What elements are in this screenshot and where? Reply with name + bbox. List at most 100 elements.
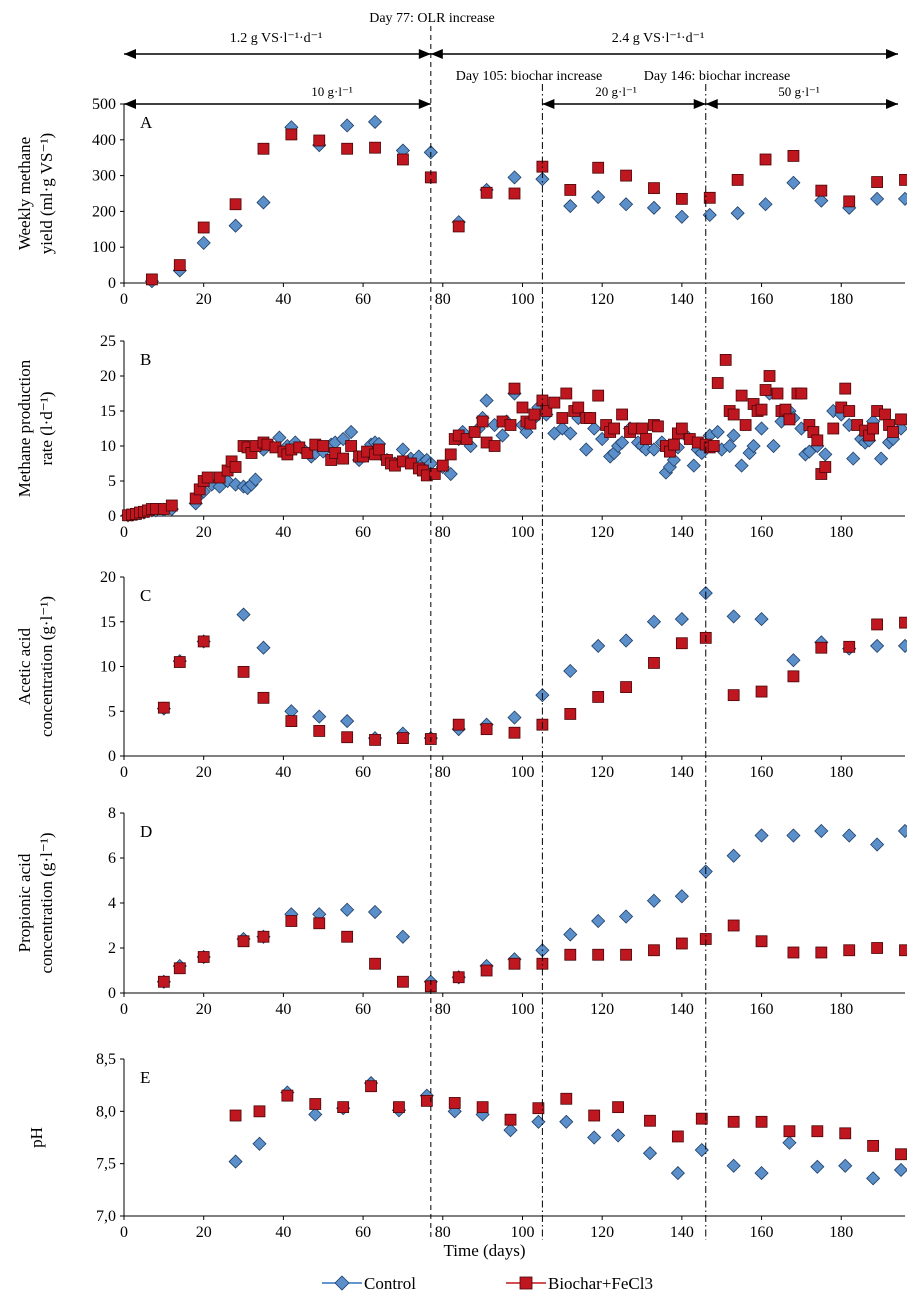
- data-point-biochar: [787, 150, 800, 162]
- data-point-biochar: [871, 942, 884, 954]
- data-point-biochar: [452, 718, 465, 731]
- x-tick-label: 0: [120, 524, 128, 541]
- data-point-control: [746, 438, 761, 454]
- data-point-biochar: [811, 1125, 824, 1138]
- y-tick-label: 8,5: [96, 1051, 116, 1068]
- data-point-biochar: [508, 957, 521, 970]
- x-tick-label: 0: [120, 291, 128, 308]
- data-point-biochar: [843, 405, 856, 417]
- data-point-control: [726, 848, 741, 863]
- series-control: [228, 1076, 907, 1186]
- panel-letter: C: [140, 586, 151, 605]
- data-point-biochar: [588, 1109, 601, 1122]
- x-tick-label: 0: [120, 1224, 128, 1241]
- data-point-control: [619, 197, 634, 212]
- data-point-control: [814, 823, 829, 839]
- data-point-biochar: [436, 459, 449, 472]
- data-point-control: [611, 1128, 626, 1143]
- x-tick-label: 80: [435, 1001, 451, 1018]
- data-point-biochar: [871, 176, 884, 188]
- data-point-biochar: [301, 447, 314, 459]
- data-point-biochar: [879, 408, 891, 421]
- data-point-biochar: [592, 691, 605, 703]
- data-point-control: [766, 438, 781, 454]
- data-point-biochar: [727, 919, 740, 932]
- data-point-biochar: [612, 1101, 625, 1114]
- x-tick-label: 40: [275, 1224, 291, 1241]
- data-point-biochar: [173, 962, 186, 975]
- data-point-control: [870, 191, 885, 206]
- x-tick-label: 140: [670, 291, 694, 308]
- series-biochar: [122, 353, 907, 522]
- data-point-biochar: [397, 153, 409, 166]
- data-point-biochar: [795, 387, 808, 400]
- x-tick-label: 40: [275, 524, 291, 541]
- data-point-biochar: [671, 1130, 684, 1143]
- x-tick-label: 100: [510, 1001, 534, 1018]
- data-point-biochar: [815, 641, 828, 654]
- data-point-biochar: [452, 971, 465, 984]
- data-point-biochar: [564, 708, 577, 720]
- data-point-biochar: [257, 691, 270, 704]
- y-axis-label: rate (l·d⁻¹): [37, 391, 56, 465]
- data-point-control: [563, 927, 578, 942]
- y-tick-label: 2: [108, 940, 116, 957]
- x-tick-label: 160: [750, 1224, 774, 1241]
- x-tick-label: 160: [750, 764, 774, 781]
- annotation-day77: Day 77: OLR increase: [369, 11, 495, 26]
- data-point-biochar: [620, 169, 632, 182]
- y-tick-label: 15: [100, 614, 116, 631]
- data-point-control: [726, 609, 741, 624]
- data-point-biochar: [695, 1112, 708, 1125]
- data-point-biochar: [779, 403, 792, 416]
- data-point-biochar: [309, 1098, 322, 1110]
- arrow-bc2: [542, 99, 706, 109]
- series-biochar: [145, 128, 907, 286]
- data-point-biochar: [735, 389, 748, 402]
- data-point-control: [694, 1142, 709, 1158]
- panel-letter: E: [140, 1068, 150, 1087]
- data-point-biochar: [157, 701, 170, 714]
- data-point-biochar: [285, 915, 298, 927]
- x-tick-label: 20: [196, 1224, 212, 1241]
- data-point-biochar: [229, 461, 242, 473]
- data-point-control: [503, 1123, 518, 1138]
- x-tick-label: 140: [670, 1001, 694, 1018]
- data-point-control: [308, 1107, 323, 1122]
- arrow-bc3-head-right: [886, 99, 898, 109]
- data-point-biochar: [508, 726, 521, 739]
- data-point-biochar: [707, 440, 720, 452]
- x-tick-label: 120: [590, 524, 614, 541]
- data-point-biochar: [648, 657, 660, 669]
- x-tick-label: 160: [750, 1001, 774, 1018]
- y-tick-label: 7,5: [96, 1156, 116, 1173]
- data-point-control: [734, 458, 749, 473]
- y-axis-label: pH: [27, 1127, 46, 1148]
- data-point-biochar: [317, 440, 330, 452]
- data-point-control: [587, 1130, 602, 1145]
- data-point-biochar: [616, 408, 628, 421]
- x-tick-label: 100: [510, 1224, 534, 1241]
- legend-label-control: Control: [364, 1274, 416, 1293]
- y-tick-label: 500: [92, 96, 116, 113]
- data-point-control: [340, 902, 355, 917]
- data-point-biochar: [173, 259, 186, 272]
- series-control: [156, 823, 907, 989]
- series-biochar: [229, 1080, 907, 1161]
- data-point-biochar: [759, 153, 772, 166]
- y-axis-label: concentration (g·l⁻¹): [37, 596, 56, 737]
- data-point-biochar: [719, 353, 732, 366]
- x-tick-label: 100: [510, 764, 534, 781]
- data-point-biochar: [636, 422, 648, 435]
- data-point-biochar: [783, 1125, 796, 1138]
- data-point-biochar: [640, 433, 652, 445]
- x-tick-label: 20: [196, 291, 212, 308]
- data-point-control: [754, 421, 769, 436]
- data-point-control: [866, 1171, 881, 1186]
- data-point-biochar: [548, 396, 561, 409]
- data-point-biochar: [755, 1115, 768, 1128]
- data-point-control: [646, 442, 662, 457]
